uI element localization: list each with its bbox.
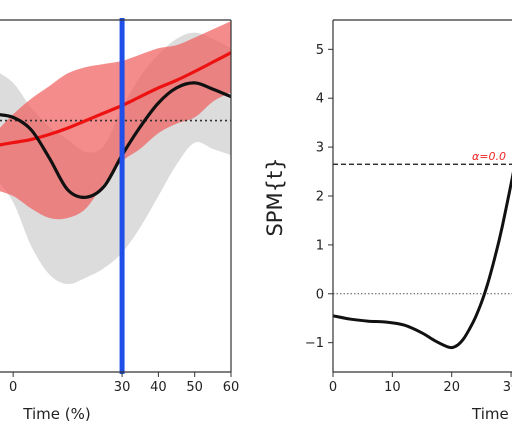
y-axis-label: SPM{t} [263, 157, 287, 236]
y-tick-label: 1 [316, 238, 324, 253]
left-chart-panel: 0 30 40 50 60 Time (%) [0, 18, 239, 423]
x-axis-label: Time [471, 405, 509, 423]
threshold-label: α=0.0 [472, 150, 506, 163]
x-tick-label: 20 [443, 380, 460, 395]
left-plot-area [0, 21, 231, 285]
y-tick-label: 5 [316, 43, 324, 58]
y-tick-label: 3 [316, 141, 324, 156]
right-chart-panel: α=0.0 −1 0 1 2 3 4 5 0 10 20 30 Time SPM{t} [263, 19, 512, 423]
series-0-mean-line [0, 51, 231, 147]
y-tick-label: 2 [316, 190, 324, 205]
y-tick-label: 4 [316, 92, 324, 107]
x-tick-label: 0 [329, 380, 337, 395]
x-tick-label: 60 [223, 380, 240, 395]
x-tick-label: 30 [114, 380, 131, 395]
spm-curve [333, 171, 512, 350]
x-tick-label: 30 [503, 380, 512, 395]
x-tick-label: 0 [9, 380, 17, 395]
series-1-mean-line [0, 81, 231, 199]
right-plot-area [333, 163, 512, 350]
x-axis-label: Time (%) [22, 405, 90, 423]
y-tick-label: 0 [316, 287, 324, 302]
x-tick-label: 50 [186, 380, 203, 395]
y-tick-label: −1 [305, 336, 324, 351]
x-tick-label: 10 [384, 380, 401, 395]
x-tick-label: 40 [150, 380, 167, 395]
